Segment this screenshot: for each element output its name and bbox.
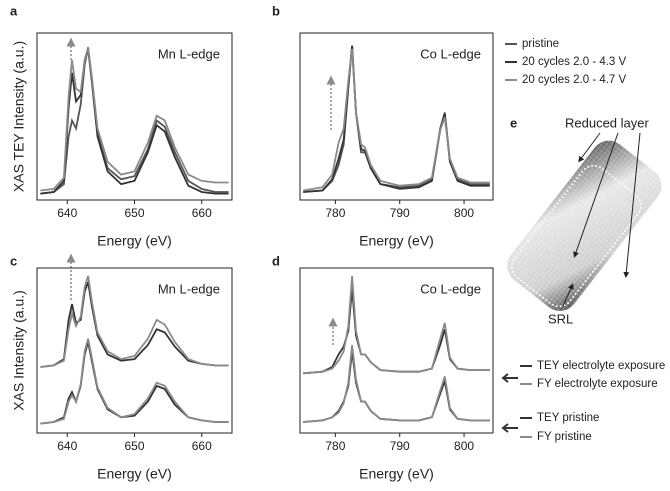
legend-label: 20 cycles 2.0 - 4.7 V <box>522 74 627 86</box>
pointer <box>578 132 601 163</box>
particle-image <box>507 140 662 311</box>
x-axis-label: Energy (eV) <box>97 466 172 482</box>
spectrum-line <box>40 338 229 425</box>
panel-label: b <box>272 3 280 18</box>
spectrum-line <box>40 341 229 425</box>
x-tick-label: 650 <box>124 439 144 453</box>
x-tick-label: 790 <box>390 439 410 453</box>
spectrum-line <box>303 288 490 375</box>
legend-label: FY pristine <box>537 431 592 443</box>
x-tick-label: 790 <box>390 206 410 220</box>
x-tick-label: 660 <box>192 206 212 220</box>
legend-label: TEY electrolyte exposure <box>537 360 665 372</box>
spectrum-line <box>40 47 229 192</box>
annotation: Co L-edge <box>420 281 481 296</box>
spectrum-line <box>303 351 490 423</box>
particle-grid <box>507 140 662 311</box>
arrow <box>501 373 518 383</box>
legend-label: pristine <box>522 38 559 50</box>
plot-frame <box>299 32 494 201</box>
pointer <box>562 283 574 307</box>
x-axis-label: Energy (eV) <box>359 466 434 482</box>
y-axis-label: XAS TEY Intensity (a.u.) <box>11 41 27 192</box>
annotation: Co L-edge <box>420 46 481 61</box>
panel-e: e Reduced layer SRL <box>507 115 662 326</box>
spectrum-line <box>303 344 490 423</box>
y-axis-label: XAS Intensity (a.u.) <box>11 290 27 411</box>
legend-label: TEY pristine <box>537 412 599 424</box>
annotation: Mn L-edge <box>158 46 220 61</box>
x-tick-label: 780 <box>325 206 345 220</box>
label: Reduced layer <box>565 115 649 130</box>
panel-label: d <box>272 253 280 268</box>
annotation: Mn L-edge <box>158 281 220 296</box>
x-tick-label: 640 <box>57 439 77 453</box>
spectrum-line <box>303 45 490 193</box>
x-axis-label: Energy (eV) <box>97 233 172 249</box>
plot-frame <box>299 267 494 434</box>
x-tick-label: 780 <box>325 439 345 453</box>
pointer <box>623 132 641 278</box>
x-tick-label: 640 <box>57 206 77 220</box>
legend-label: FY electrolyte exposure <box>537 378 658 390</box>
panel-label: a <box>10 3 18 18</box>
legend-label: 20 cycles 2.0 - 4.3 V <box>522 56 627 68</box>
pointer <box>573 132 619 258</box>
spectrum-line <box>40 275 229 368</box>
arrow <box>501 423 518 433</box>
x-axis-label: Energy (eV) <box>359 233 434 249</box>
reduced-layer-outline <box>511 165 642 308</box>
panel-label: e <box>510 115 517 130</box>
x-tick-label: 660 <box>192 439 212 453</box>
spectrum-line <box>40 48 229 195</box>
spectrum-line <box>303 48 490 192</box>
label: SRL <box>548 311 573 326</box>
spectrum-line <box>303 275 490 375</box>
spectrum-line <box>40 281 229 368</box>
spectrum-line <box>303 45 490 193</box>
x-tick-label: 800 <box>454 206 474 220</box>
x-tick-label: 650 <box>124 206 144 220</box>
panel-label: c <box>10 253 17 268</box>
enhancement-arrows <box>66 37 518 433</box>
x-tick-label: 800 <box>454 439 474 453</box>
